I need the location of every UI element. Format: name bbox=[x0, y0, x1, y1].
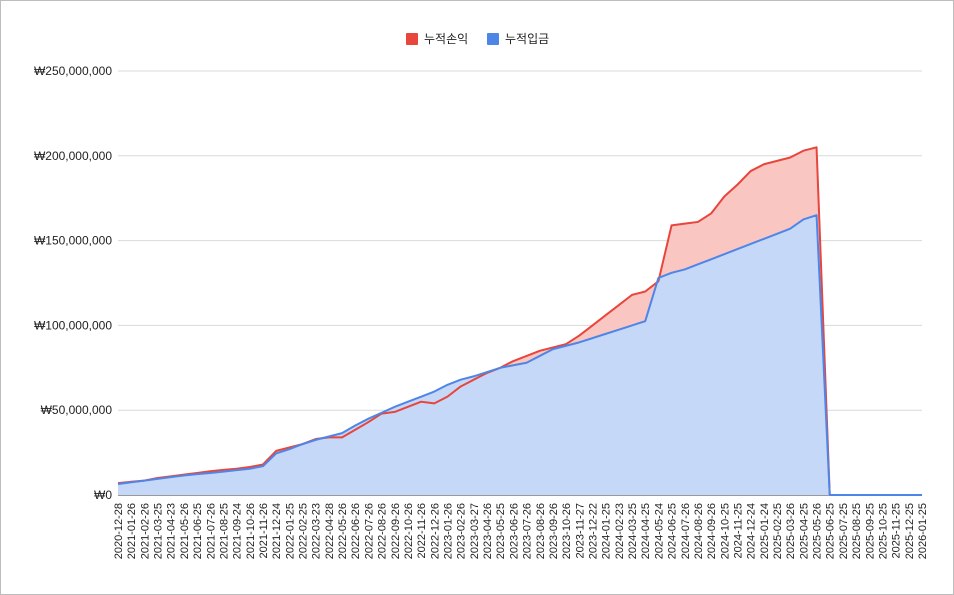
x-tick-label: 2024-03-25 bbox=[627, 503, 639, 559]
x-tick-label: 2023-06-26 bbox=[508, 503, 520, 559]
x-tick-label: 2024-09-26 bbox=[706, 503, 718, 559]
x-tick-label: 2022-06-26 bbox=[350, 503, 362, 559]
x-tick-label: 2025-11-25 bbox=[891, 503, 903, 558]
y-tick-label: ₩150,000,000 bbox=[34, 234, 112, 248]
y-axis-ticks: ₩0 ₩50,000,000 ₩100,000,000 ₩150,000,000 ₩20… bbox=[34, 64, 112, 502]
x-tick-label: 2024-08-26 bbox=[693, 503, 705, 559]
series-line-1 bbox=[117, 214, 922, 496]
x-tick-label: 2021-11-26 bbox=[258, 503, 270, 558]
x-tick-label: 2021-06-25 bbox=[192, 503, 204, 559]
series-area-1 bbox=[118, 215, 922, 495]
x-tick-label: 2021-07-26 bbox=[205, 503, 217, 559]
x-tick-label: 2023-01-26 bbox=[443, 503, 455, 559]
x-tick-label: 2024-01-25 bbox=[601, 503, 613, 559]
y-tick-label: ₩0 bbox=[94, 488, 112, 502]
x-tick-label: 2023-12-22 bbox=[587, 503, 599, 559]
x-tick-label: 2025-06-25 bbox=[825, 503, 837, 559]
y-tick-label: ₩50,000,000 bbox=[41, 403, 113, 417]
x-tick-label: 2023-10-26 bbox=[561, 503, 573, 559]
x-tick-label: 2023-09-26 bbox=[548, 503, 560, 559]
x-tick-label: 2024-11-25 bbox=[732, 503, 744, 558]
x-tick-label: 2021-02-26 bbox=[139, 503, 151, 559]
x-tick-label: 2024-05-24 bbox=[653, 503, 665, 559]
x-tick-label: 2023-04-26 bbox=[482, 503, 494, 559]
x-tick-label: 2021-10-26 bbox=[245, 503, 257, 559]
x-tick-label: 2021-09-24 bbox=[232, 503, 244, 559]
legend-item-deposit[interactable]: 누적입금 bbox=[487, 32, 549, 46]
x-tick-label: 2025-10-25 bbox=[877, 503, 889, 559]
x-tick-label: 2025-07-25 bbox=[838, 503, 850, 559]
x-tick-label: 2024-10-25 bbox=[719, 503, 731, 559]
x-tick-label: 2022-05-26 bbox=[337, 503, 349, 559]
x-tick-label: 2022-11-26 bbox=[416, 503, 428, 558]
x-tick-label: 2022-07-26 bbox=[363, 503, 375, 559]
x-tick-label: 2025-01-24 bbox=[759, 503, 771, 559]
x-axis-ticks: 2020-12-28 2021-01-26 2021-02-26 2021-03-25… bbox=[113, 503, 929, 559]
x-tick-label: 2025-12-25 bbox=[904, 503, 916, 559]
legend-label-deposit: 누적입금 bbox=[505, 32, 549, 46]
x-tick-label: 2024-12-24 bbox=[746, 503, 758, 559]
x-tick-label: 2023-11-27 bbox=[574, 503, 586, 558]
x-tick-label: 2020-12-28 bbox=[113, 503, 125, 559]
x-tick-label: 2024-02-23 bbox=[614, 503, 626, 559]
x-tick-label: 2021-05-26 bbox=[179, 503, 191, 559]
legend-label-profit: 누적손익 bbox=[424, 32, 468, 46]
x-tick-label: 2023-08-26 bbox=[535, 503, 547, 559]
x-tick-label: 2024-04-25 bbox=[640, 503, 652, 559]
x-tick-label: 2024-06-25 bbox=[667, 503, 679, 559]
x-tick-label: 2025-03-26 bbox=[785, 503, 797, 559]
y-tick-label: ₩200,000,000 bbox=[34, 149, 112, 163]
legend: 누적손익 누적입금 bbox=[406, 32, 549, 46]
x-tick-label: 2022-01-25 bbox=[284, 503, 296, 559]
x-tick-label: 2025-04-25 bbox=[798, 503, 810, 559]
x-tick-label: 2025-02-25 bbox=[772, 503, 784, 559]
x-tick-label: 2022-04-28 bbox=[324, 503, 336, 559]
x-tick-label: 2023-03-27 bbox=[469, 503, 481, 559]
x-tick-label: 2025-08-25 bbox=[851, 503, 863, 559]
y-tick-label: ₩250,000,000 bbox=[34, 64, 112, 78]
x-tick-label: 2022-12-26 bbox=[429, 503, 441, 559]
x-tick-label: 2023-05-25 bbox=[495, 503, 507, 559]
x-tick-label: 2022-10-26 bbox=[403, 503, 415, 559]
x-tick-label: 2024-07-26 bbox=[680, 503, 692, 559]
x-tick-label: 2021-03-25 bbox=[153, 503, 165, 559]
x-tick-label: 2021-04-23 bbox=[166, 503, 178, 559]
x-tick-label: 2022-08-26 bbox=[377, 503, 389, 559]
x-tick-label: 2021-08-25 bbox=[218, 503, 230, 559]
series-lines bbox=[117, 146, 922, 496]
x-tick-label: 2025-09-25 bbox=[864, 503, 876, 559]
x-tick-label: 2022-03-23 bbox=[311, 503, 323, 559]
legend-item-profit[interactable]: 누적손익 bbox=[406, 32, 468, 46]
series-areas bbox=[118, 147, 922, 495]
legend-swatch-profit bbox=[406, 33, 418, 45]
x-tick-label: 2026-01-25 bbox=[917, 503, 929, 559]
x-tick-label: 2025-05-26 bbox=[812, 503, 824, 559]
x-tick-label: 2023-02-26 bbox=[456, 503, 468, 559]
x-tick-label: 2023-07-26 bbox=[522, 503, 534, 559]
legend-swatch-deposit bbox=[487, 33, 499, 45]
y-tick-label: ₩100,000,000 bbox=[34, 318, 112, 332]
x-tick-label: 2022-02-25 bbox=[298, 503, 310, 559]
series-line-0 bbox=[117, 146, 922, 496]
x-tick-label: 2021-01-26 bbox=[126, 503, 138, 559]
x-tick-label: 2022-09-26 bbox=[390, 503, 402, 559]
x-tick-label: 2021-12-24 bbox=[271, 503, 283, 559]
